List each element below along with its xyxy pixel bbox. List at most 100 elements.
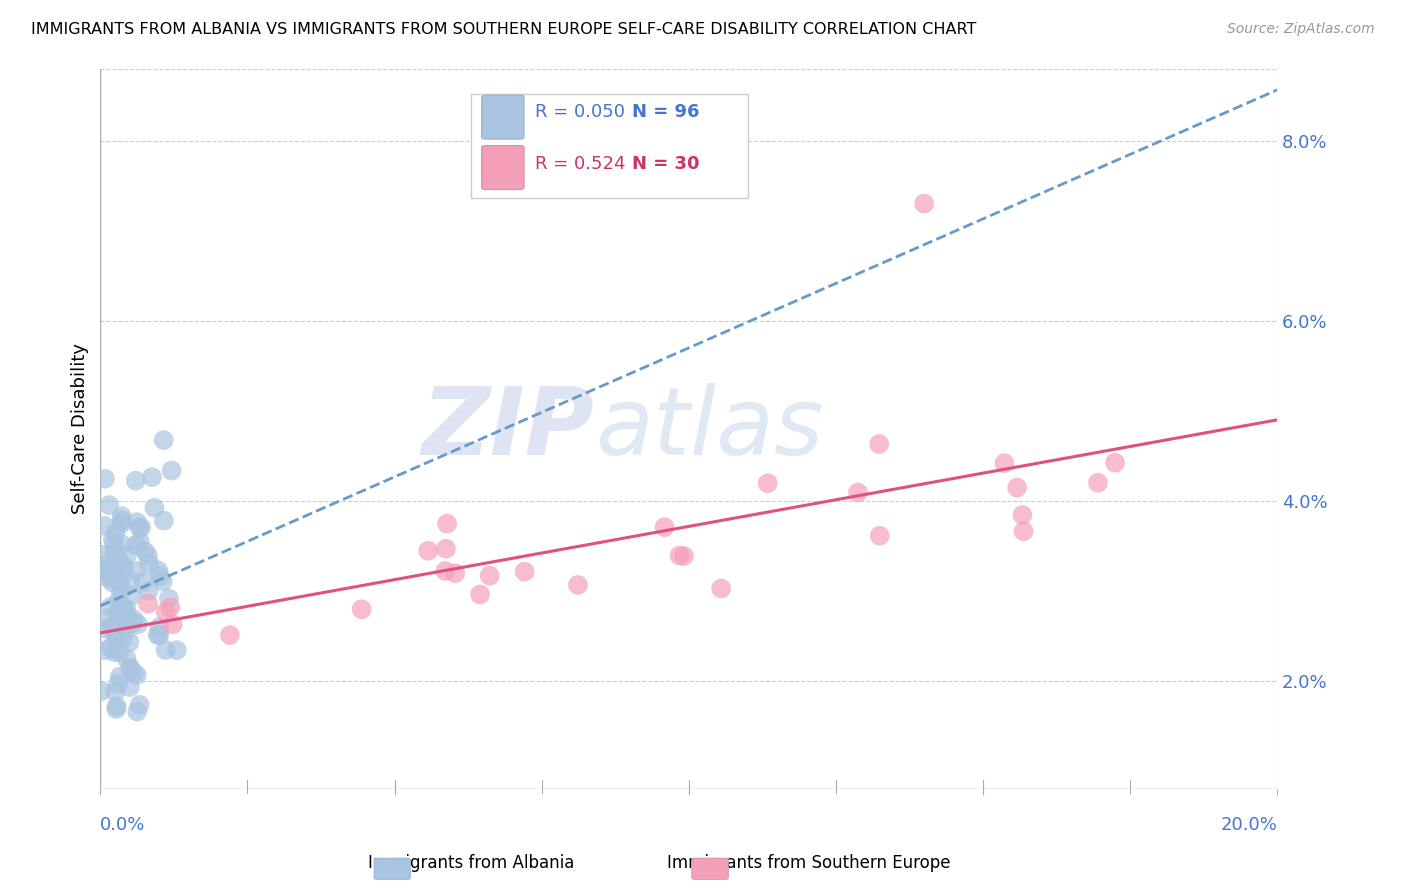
Point [91, 548, 114, 562]
Point [100, 568, 122, 582]
Point [91, 564, 114, 578]
Point [120, 661, 142, 675]
Point [104, 627, 127, 641]
Point [148, 564, 170, 578]
Point [1104, 456, 1126, 470]
Point [668, 549, 690, 563]
Point [160, 464, 183, 478]
FancyBboxPatch shape [482, 145, 524, 189]
Point [98, 564, 121, 578]
Point [157, 591, 180, 606]
Text: Immigrants from Southern Europe: Immigrants from Southern Europe [666, 855, 950, 872]
Point [115, 549, 138, 563]
Point [138, 556, 160, 570]
Point [155, 605, 177, 619]
Point [993, 456, 1015, 470]
Point [125, 668, 148, 682]
Point [105, 699, 128, 714]
Point [105, 556, 128, 570]
Point [654, 520, 676, 534]
Point [107, 615, 129, 629]
Point [1087, 475, 1109, 490]
Point [155, 643, 177, 657]
Point [96, 558, 118, 572]
Point [118, 680, 141, 694]
Point [105, 549, 128, 564]
Point [128, 698, 150, 712]
Point [121, 589, 143, 603]
Point [105, 567, 128, 582]
Point [152, 433, 174, 447]
Point [148, 620, 170, 634]
Point [100, 599, 122, 614]
Point [111, 516, 134, 531]
Point [434, 564, 457, 578]
Point [108, 670, 131, 684]
FancyBboxPatch shape [471, 94, 748, 198]
Point [128, 520, 150, 534]
Point [125, 538, 148, 552]
Point [94, 622, 117, 636]
Point [103, 547, 125, 561]
Point [97, 611, 120, 625]
Point [436, 516, 458, 531]
Point [104, 684, 127, 698]
Point [136, 597, 159, 611]
Point [138, 583, 160, 598]
Point [100, 620, 122, 634]
Text: atlas: atlas [595, 383, 823, 474]
Point [1012, 524, 1035, 539]
Point [567, 578, 589, 592]
Point [111, 537, 134, 551]
Point [96, 565, 118, 579]
Point [869, 529, 891, 543]
Point [98, 498, 121, 512]
Point [756, 476, 779, 491]
Point [1011, 508, 1033, 522]
Text: 0.0%: 0.0% [100, 815, 146, 834]
Point [136, 549, 159, 563]
Point [97, 571, 120, 585]
Point [122, 615, 145, 630]
Point [122, 612, 145, 626]
Y-axis label: Self-Care Disability: Self-Care Disability [72, 343, 89, 514]
Point [107, 594, 129, 608]
Point [114, 606, 136, 620]
Point [94, 472, 117, 486]
Point [101, 575, 124, 590]
Point [868, 437, 890, 451]
Point [219, 628, 242, 642]
Point [125, 474, 148, 488]
Point [112, 601, 135, 615]
Point [418, 543, 440, 558]
Point [152, 574, 174, 589]
Point [100, 640, 122, 655]
Text: N = 96: N = 96 [633, 103, 700, 120]
Point [108, 554, 131, 568]
Point [111, 513, 134, 527]
Point [166, 643, 188, 657]
Text: 20.0%: 20.0% [1220, 815, 1277, 834]
Point [120, 574, 142, 589]
Point [149, 569, 172, 583]
Point [112, 561, 135, 575]
Point [468, 587, 491, 601]
Point [128, 534, 150, 549]
Point [143, 500, 166, 515]
Point [444, 566, 467, 581]
Point [115, 601, 138, 615]
Point [93, 519, 115, 533]
Point [846, 485, 869, 500]
Point [105, 702, 128, 716]
Point [111, 609, 134, 624]
Point [125, 515, 148, 529]
Point [1005, 481, 1028, 495]
Point [118, 635, 141, 649]
Point [115, 651, 138, 665]
Point [104, 525, 127, 540]
Text: R = 0.050: R = 0.050 [534, 103, 624, 120]
Point [110, 509, 132, 524]
Point [108, 615, 131, 630]
Point [125, 564, 148, 578]
Point [108, 575, 131, 590]
